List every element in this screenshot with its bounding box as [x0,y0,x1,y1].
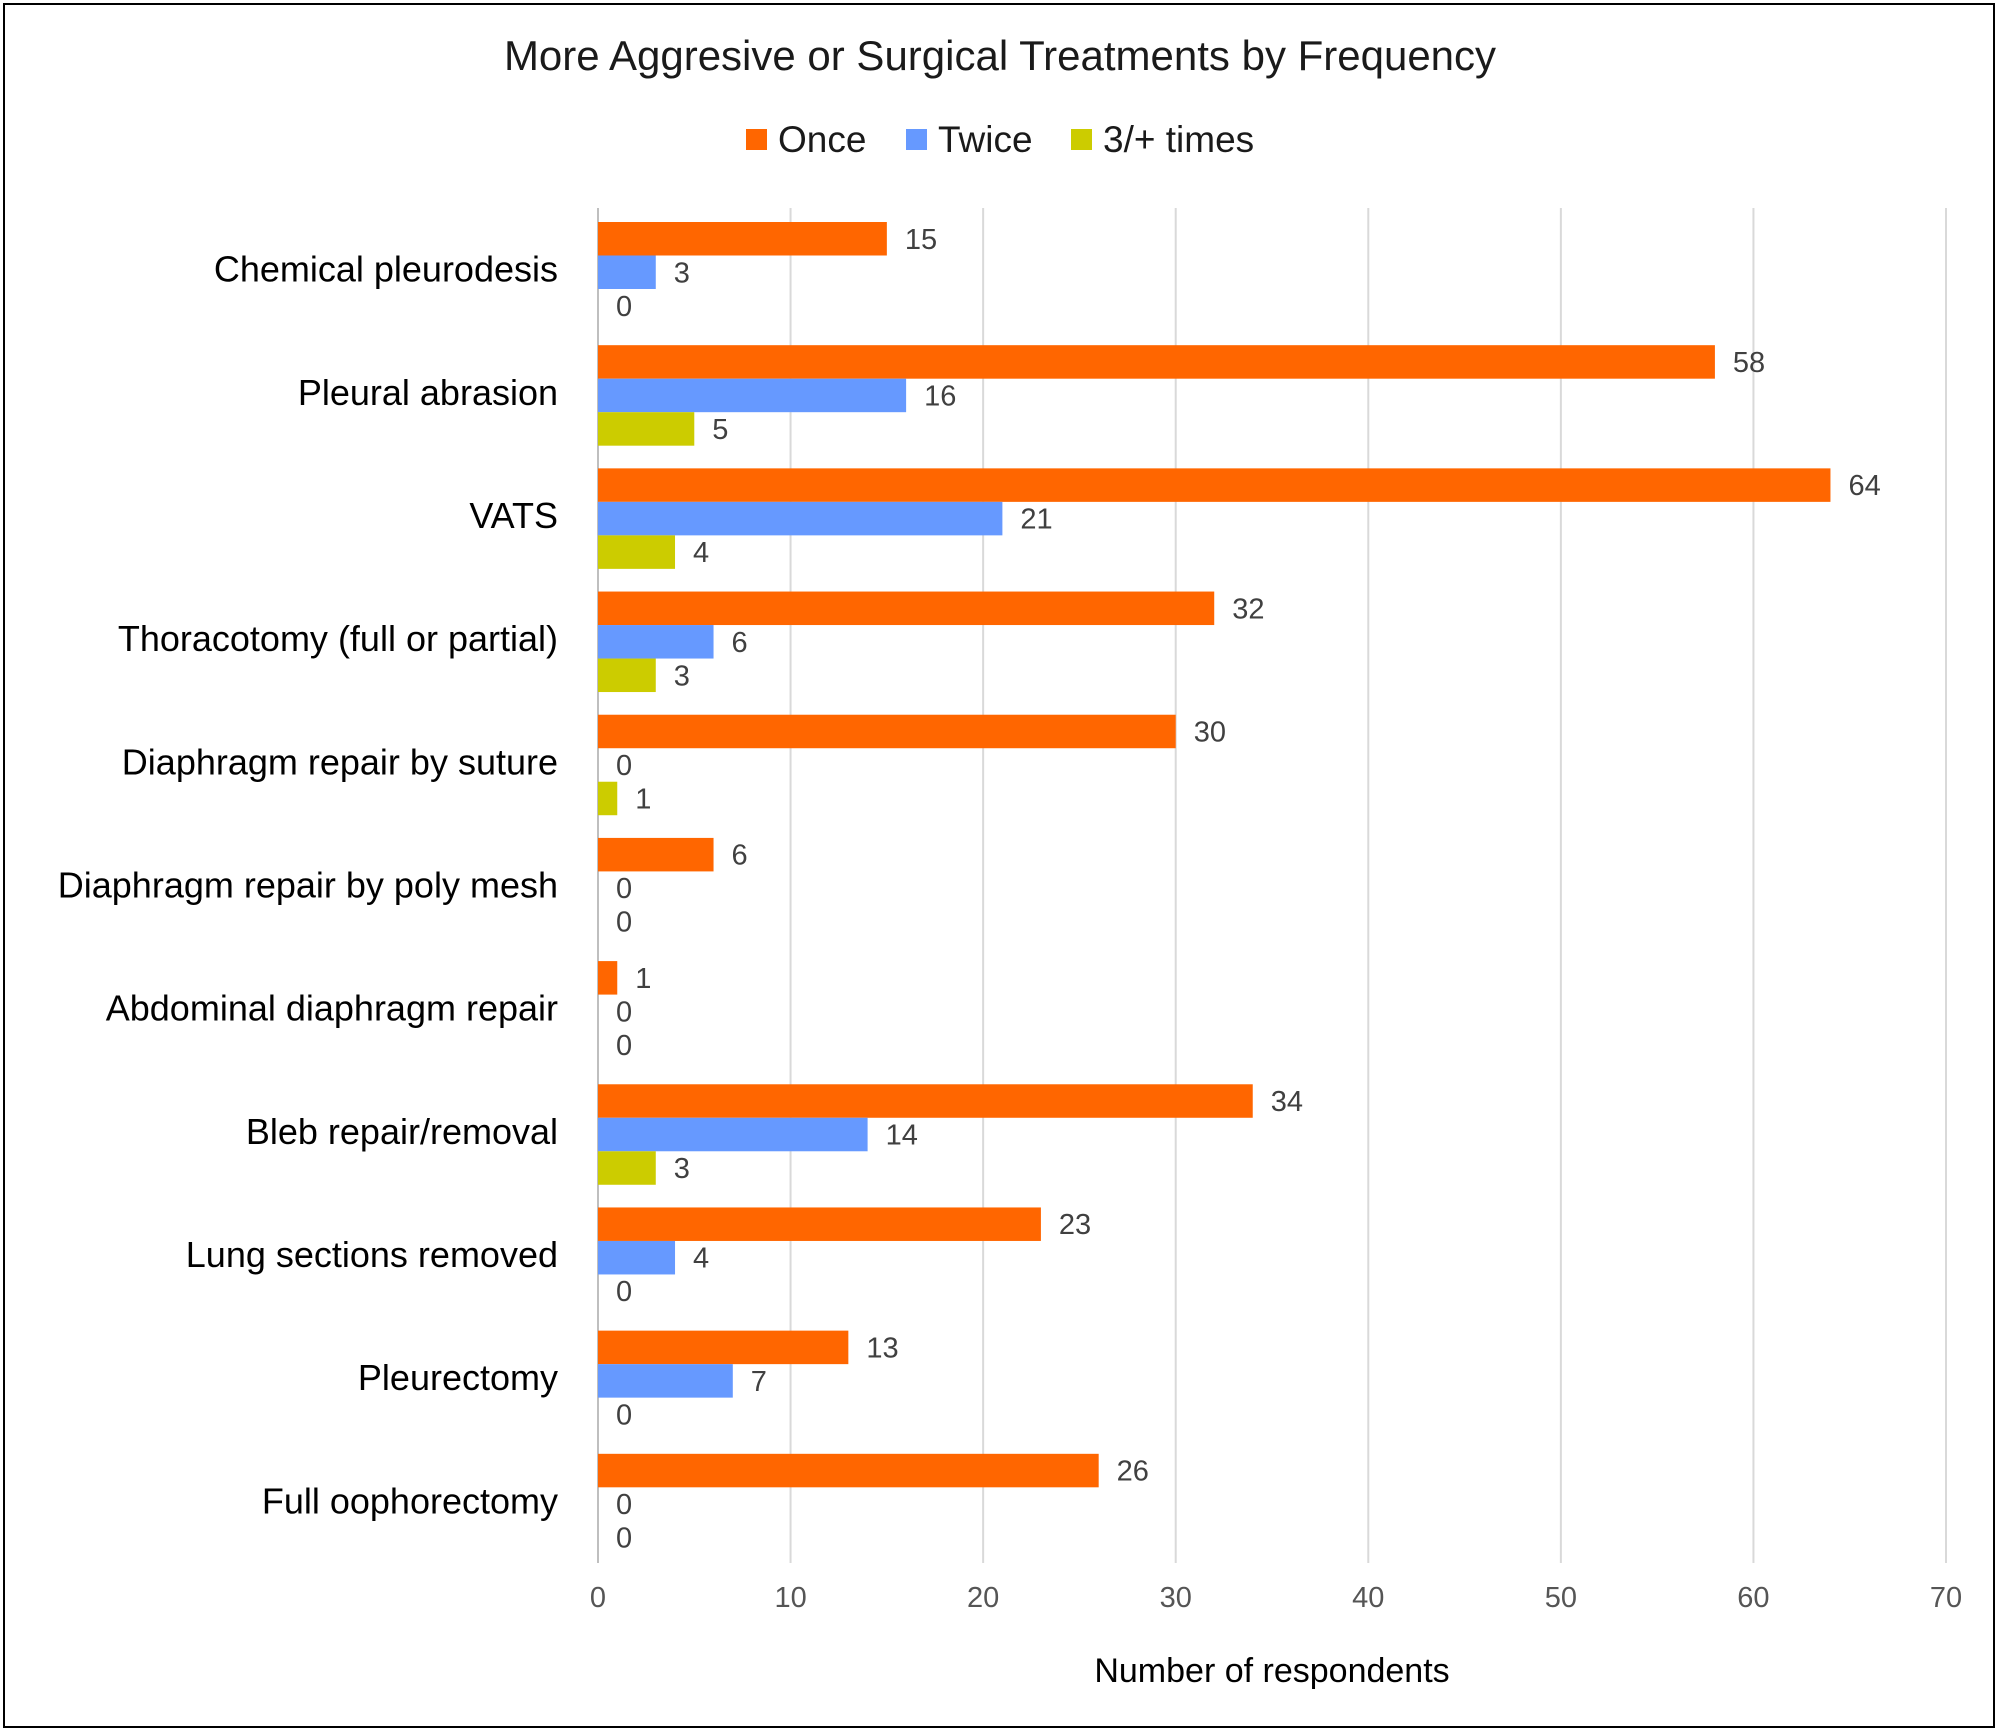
bar-3-times [598,1151,656,1185]
data-label: 3 [674,257,690,289]
bar-once [598,837,714,872]
x-axis-label: Number of respondents [1094,1652,1449,1690]
x-tick-label: 0 [590,1582,606,1614]
data-label: 0 [616,291,632,323]
bar-twice [598,1240,676,1275]
bar-once [598,961,618,995]
x-tick-label: 10 [774,1582,806,1614]
data-label: 6 [732,627,748,659]
bar-twice [598,1364,733,1398]
data-label: 26 [1117,1456,1149,1488]
category-label: Full oophorectomy [262,1480,558,1521]
bar-once [598,1084,1253,1118]
category-labels: Chemical pleurodesis Pleural abrasion VATS… [58,249,558,1522]
bar-once [598,1453,1099,1488]
data-label: 5 [712,414,728,446]
bar-3-times [598,412,695,446]
category-label: Pleural abrasion [298,372,558,413]
category-label: Thoracotomy (full or partial) [118,618,558,659]
data-label: 13 [866,1332,898,1364]
data-label: 0 [616,1030,632,1062]
bar-twice [598,501,1003,536]
data-label: 14 [886,1120,918,1152]
bar-once [598,345,1715,379]
legend-swatch [746,129,767,150]
data-label: 58 [1733,347,1765,379]
bar-once [598,714,1176,749]
data-label: 0 [616,1399,632,1431]
x-tick-label: 50 [1545,1582,1577,1614]
legend: Once Twice 3/+ times [746,119,1254,160]
chart-title: More Aggresive or Surgical Treatments by… [504,32,1496,79]
data-label: 4 [693,1243,709,1275]
bar-twice [598,378,907,413]
data-label: 6 [732,840,748,872]
bar-twice [598,1117,868,1152]
data-label: 0 [616,907,632,939]
x-tick-label: 30 [1160,1582,1192,1614]
bar-once [598,468,1831,502]
category-label: VATS [469,495,558,536]
data-label: 1 [635,963,651,995]
category-label: Diaphragm repair by suture [122,741,558,782]
bar-3-times [598,535,676,569]
data-label: 3 [674,1153,690,1185]
data-label: 16 [924,380,956,412]
bar-once [598,591,1215,626]
data-label: 34 [1271,1086,1303,1118]
category-label: Abdominal diaphragm repair [106,988,558,1029]
bar-once [598,222,887,256]
data-label: 15 [905,224,937,256]
data-label: 0 [616,996,632,1028]
category-label: Diaphragm repair by poly mesh [58,865,558,906]
data-label: 23 [1059,1209,1091,1241]
data-label: 0 [616,750,632,782]
bar-3-times [598,658,656,693]
data-label: 1 [635,783,651,815]
x-tick-label: 40 [1352,1582,1384,1614]
data-label: 32 [1232,593,1264,625]
data-label: 0 [616,873,632,905]
bar-twice [598,255,656,289]
category-label: Bleb repair/removal [246,1111,558,1152]
data-label: 7 [751,1366,767,1398]
legend-entry: Twice [938,119,1033,160]
x-tick-label: 60 [1737,1582,1769,1614]
data-label: 0 [616,1276,632,1308]
x-tick-label: 20 [967,1582,999,1614]
bar-twice [598,625,714,659]
legend-swatch [1071,129,1092,150]
x-tick-label: 70 [1930,1582,1962,1614]
category-label: Chemical pleurodesis [214,249,558,290]
chart-frame [3,3,1995,1728]
data-label: 0 [616,1489,632,1521]
data-label: 21 [1020,504,1052,536]
bar-once [598,1207,1041,1241]
category-label: Lung sections removed [186,1234,558,1275]
bar-3-times [598,781,618,816]
data-label: 4 [693,537,709,569]
data-label: 0 [616,1523,632,1555]
bars: 1530581656421432633001600100341432340137… [598,222,1881,1555]
category-label: Pleurectomy [358,1357,558,1398]
data-label: 30 [1194,716,1226,748]
legend-swatch [906,129,927,150]
legend-entry: 3/+ times [1103,119,1254,160]
data-label: 3 [674,660,690,692]
bar-once [598,1330,849,1365]
x-tick-labels: 0 10 20 30 40 50 60 70 [590,1582,1962,1614]
legend-entry: Once [778,119,866,160]
data-label: 64 [1848,470,1880,502]
